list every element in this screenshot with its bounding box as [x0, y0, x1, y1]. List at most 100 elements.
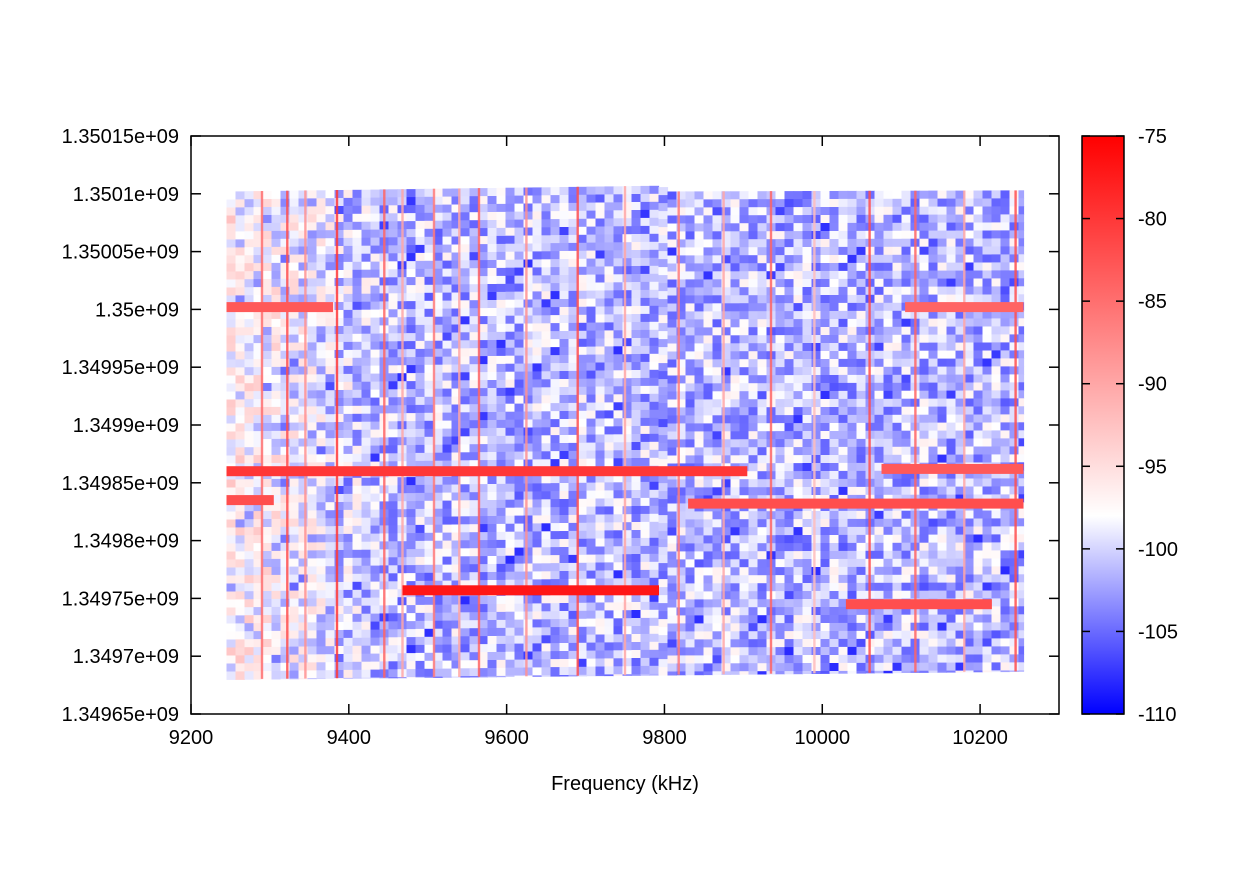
- heatmap-cell: [586, 650, 597, 660]
- heatmap-cell: [487, 476, 498, 485]
- heatmap-cell: [550, 635, 561, 644]
- heatmap-cell: [667, 343, 678, 353]
- heatmap-cell: [334, 334, 345, 343]
- heatmap-cell: [532, 235, 543, 244]
- heatmap-cell: [226, 231, 237, 241]
- heatmap-cell: [784, 415, 795, 424]
- heatmap-cell: [856, 294, 867, 304]
- heatmap-cell: [856, 662, 867, 672]
- heatmap-cell: [784, 207, 795, 216]
- heatmap-cell: [289, 382, 300, 392]
- heatmap-cell: [829, 391, 840, 400]
- heatmap-cell: [334, 510, 345, 519]
- heatmap-cell: [280, 574, 291, 584]
- heatmap-cell: [811, 551, 822, 560]
- heatmap-cell: [811, 639, 822, 648]
- heatmap-cell: [460, 428, 471, 437]
- heatmap-cell: [631, 562, 642, 571]
- heatmap-cell: [631, 554, 642, 563]
- heatmap-cell: [775, 583, 786, 592]
- heatmap-cell: [460, 492, 471, 501]
- heatmap-cell: [433, 204, 444, 214]
- heatmap-cell: [820, 511, 831, 520]
- heatmap-cell: [811, 247, 822, 256]
- heatmap-cell: [730, 575, 741, 584]
- heatmap-cell: [325, 334, 336, 343]
- heatmap-cell: [442, 332, 453, 342]
- heatmap-cell: [424, 484, 435, 494]
- heatmap-cell: [271, 630, 282, 640]
- heatmap-cell: [604, 458, 615, 467]
- heatmap-cell: [271, 214, 282, 224]
- heatmap-cell: [604, 234, 615, 243]
- heatmap-cell: [784, 487, 795, 496]
- heatmap-cell: [703, 399, 714, 408]
- heatmap-cell: [649, 321, 660, 331]
- heatmap-cell: [352, 677, 363, 679]
- heatmap-cell: [928, 270, 939, 280]
- heatmap-cell: [901, 654, 912, 664]
- heatmap-cell: [856, 470, 867, 480]
- heatmap-cell: [829, 247, 840, 256]
- heatmap-cell: [289, 406, 300, 416]
- heatmap-cell: [307, 254, 318, 263]
- heatmap-cell: [253, 239, 264, 248]
- heatmap-cell: [874, 454, 885, 464]
- heatmap-cell: [523, 531, 534, 541]
- heatmap-cell: [937, 510, 948, 520]
- heatmap-cell: [541, 275, 552, 284]
- heatmap-cell: [901, 622, 912, 632]
- heatmap-cell: [577, 514, 588, 524]
- heatmap-cell: [370, 389, 381, 399]
- heatmap-cell: [406, 477, 417, 486]
- heatmap-cell: [550, 451, 561, 460]
- heatmap-cell: [496, 235, 507, 245]
- heatmap-cell: [271, 582, 282, 592]
- heatmap-cell: [838, 254, 849, 264]
- heatmap-cell: [271, 294, 282, 304]
- heatmap-cell: [829, 399, 840, 408]
- heatmap-cell: [748, 559, 759, 568]
- heatmap-cell: [919, 622, 930, 632]
- heatmap-cell: [613, 674, 624, 676]
- heatmap-cell: [847, 214, 858, 224]
- heatmap-cell: [802, 367, 813, 376]
- heatmap-cell: [226, 287, 237, 297]
- heatmap-cell: [649, 657, 660, 667]
- heatmap-cell: [946, 390, 957, 400]
- heatmap-cell: [343, 221, 354, 231]
- heatmap-cell: [613, 426, 624, 435]
- heatmap-cell: [595, 618, 606, 628]
- heatmap-cell: [307, 518, 318, 527]
- heatmap-cell: [460, 612, 471, 621]
- heatmap-cell: [604, 250, 615, 259]
- heatmap-cell: [316, 238, 327, 247]
- heatmap-cell: [730, 655, 741, 664]
- heatmap-cell: [586, 514, 597, 524]
- heatmap-cell: [244, 671, 255, 680]
- heatmap-cell: [388, 245, 399, 254]
- heatmap-cell: [937, 198, 948, 208]
- heatmap-cell: [568, 354, 579, 364]
- heatmap-cell: [775, 375, 786, 384]
- heatmap-cell: [784, 639, 795, 648]
- heatmap-cell: [289, 542, 300, 552]
- heatmap-cell: [541, 475, 552, 484]
- heatmap-cell: [298, 510, 309, 520]
- heatmap-cell: [712, 615, 723, 624]
- heatmap-cell: [622, 634, 633, 643]
- heatmap-cell: [460, 524, 471, 533]
- heatmap-cell: [298, 486, 309, 496]
- heatmap-cell: [748, 215, 759, 224]
- heatmap-cell: [919, 294, 930, 304]
- heatmap-cell: [820, 647, 831, 656]
- heatmap-cell: [613, 498, 624, 507]
- heatmap-cell: [631, 538, 642, 547]
- heatmap-cell: [595, 394, 606, 404]
- heatmap-cell: [307, 198, 318, 207]
- heatmap-cell: [559, 395, 570, 404]
- heatmap-cell: [946, 622, 957, 632]
- heatmap-cell: [955, 286, 966, 296]
- heatmap-cell: [820, 191, 831, 200]
- heatmap-cell: [424, 540, 435, 550]
